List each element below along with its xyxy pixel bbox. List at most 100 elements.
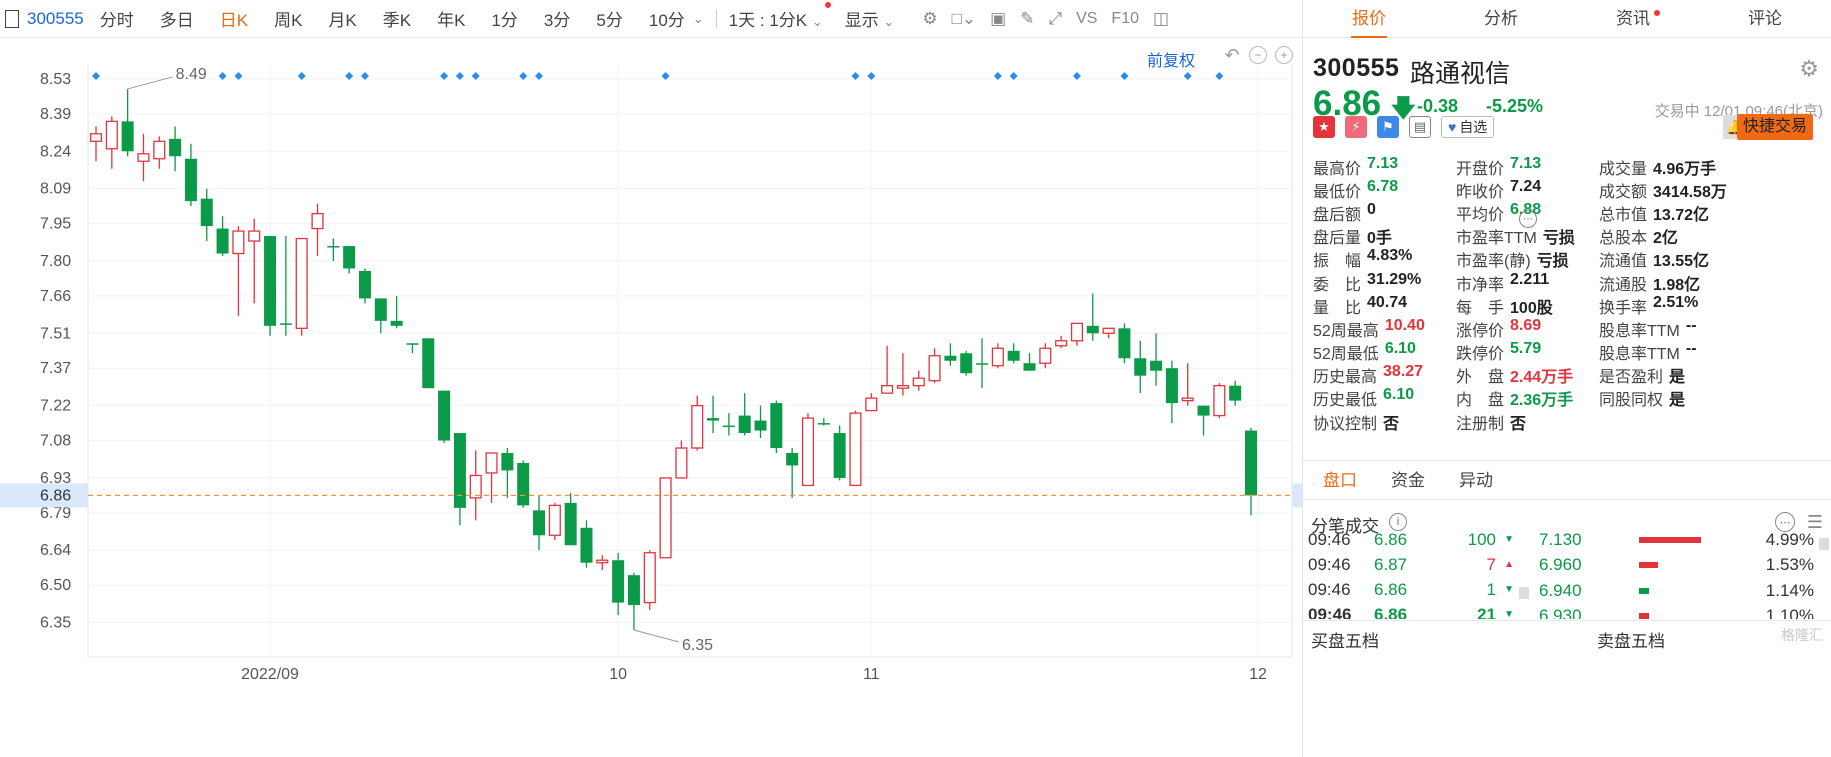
chevron-down-icon[interactable]: ⌄ [692,10,704,26]
candle-body [754,420,767,431]
stats-row: 最低价 6.78 昨收价 7.24 成交额 3414.58万 [1313,178,1828,201]
stat-cell: 最高价 7.13 [1313,155,1456,179]
lightning-icon[interactable]: ⚡ [1345,116,1367,138]
note-icon[interactable]: ▤ [1409,116,1431,138]
pen-icon[interactable]: ✎ [1020,8,1035,28]
stat-value: 5.79 [1510,340,1542,358]
stat-cell: 涨停价 8.69 [1456,317,1599,341]
gear-icon[interactable]: ⚙ [922,8,938,28]
notification-dot [1654,10,1660,16]
more-icon[interactable]: ⋯ [1519,210,1537,228]
tick-row: 09:46 6.86 100 ▼ [1308,527,1523,552]
sidebar-icon[interactable]: ◫ [1153,8,1170,28]
period-tab-1分[interactable]: 1分 [491,11,518,30]
tab-quote[interactable]: 报价 [1303,0,1435,38]
candle-body [153,140,166,160]
candle-body [390,320,403,326]
candle-body [596,559,609,564]
y-tick-label-left: 7.22 [40,398,71,415]
f10-icon[interactable]: F10 [1111,9,1139,27]
tab-news[interactable]: 资讯 [1567,0,1699,37]
candle-body [817,423,830,425]
stat-cell: 流通股 1.98亿 [1599,271,1742,295]
price-dist-row: 7.130 4.99% [1539,527,1814,553]
tab-movement[interactable]: 异动 [1459,471,1493,490]
candle-body [358,270,371,299]
stat-value: 4.83% [1367,247,1413,265]
stat-value: 2亿 [1653,230,1678,248]
y-tick-label-left: 7.66 [40,288,71,305]
notification-dot [824,2,831,8]
list-icon[interactable]: ☰ [1806,512,1823,532]
zoom-out-icon[interactable]: − [1249,46,1267,64]
period-tab-月K[interactable]: 月K [328,11,357,30]
layout-icon[interactable]: □⌄ [951,8,977,28]
triangle-down-icon: ▼ [1504,609,1514,619]
sub-tabs: 盘口 资金 异动 [1303,460,1831,500]
gear-icon[interactable]: ⚙ [1799,56,1819,81]
quick-trade-button[interactable]: 快捷交易 [1736,114,1813,140]
price-change: -0.38 [1417,96,1459,116]
tab-orderbook[interactable]: 盘口 [1323,471,1357,490]
event-diamond-icon [851,72,860,80]
stat-cell: 股息率TTM -- [1599,317,1742,341]
event-diamond-icon [471,72,480,80]
chevron-down-icon: ⌄ [811,14,823,29]
compare-icon[interactable]: VS [1076,9,1098,27]
camera-icon[interactable]: ▣ [990,8,1007,28]
stat-value: 10.40 [1384,316,1425,334]
kline-chart-area[interactable]: 前复权 ↶ − + 8.538.538.398.398.248.248.098.… [0,38,1338,757]
stat-value: 7.24 [1510,177,1542,195]
stat-value: 4.96万手 [1653,160,1717,178]
stats-row: 盘后额 0 平均价 6.88 总市值 13.72亿 [1313,201,1828,224]
combo-period-dropdown[interactable]: 1天 : 1分K ⌄ [729,2,831,31]
panel-toggle-icon[interactable] [5,9,19,28]
period-tab-周K[interactable]: 周K [274,11,303,30]
period-tab-多日[interactable]: 多日 [159,11,194,30]
tab-news-label: 资讯 [1616,9,1650,28]
stats-row: 委 比 31.29% 市净率 2.211 流通股 1.98亿 [1313,271,1828,294]
period-tab-季K[interactable]: 季K [382,11,412,30]
event-diamond-icon [867,72,876,80]
stat-value: 3414.58万 [1653,183,1727,201]
candle-body [627,575,640,606]
stats-row: 最高价 7.13 开盘价 7.13 成交量 4.96万手 [1313,155,1828,178]
stock-code-label[interactable]: 300555 [27,8,84,28]
candle-body [944,355,957,361]
period-tab-3分[interactable]: 3分 [543,11,571,30]
dist-bar [1639,587,1739,594]
stat-cell: 股息率TTM -- [1599,340,1742,364]
period-tab-日K[interactable]: 日K [219,11,249,30]
tab-comments[interactable]: 评论 [1699,0,1831,37]
candle-body [311,212,324,230]
fullscreen-icon[interactable]: ⤢ [1048,8,1063,28]
adjust-mode-button[interactable]: 前复权 [1147,53,1196,70]
stat-label: 52周最高 [1313,322,1379,340]
event-diamond-icon [519,72,528,80]
info-icon[interactable]: i [1389,513,1407,531]
tab-capital[interactable]: 资金 [1391,471,1425,490]
stat-label: 历史最高 [1313,369,1378,387]
y-tick-label-left: 6.93 [40,470,71,487]
stats-row: 52周最低 6.10 跌停价 5.79 股息率TTM -- [1313,340,1828,364]
add-watchlist-button[interactable]: ♥ 自选 [1441,116,1495,138]
display-dropdown[interactable]: 显示 ⌄ [845,6,895,31]
price-label-bg-right [1292,483,1302,508]
period-tab-分时[interactable]: 分时 [99,11,134,30]
candle-body [833,433,846,478]
stat-label: 市盈率(静) [1456,253,1531,271]
tab-analysis[interactable]: 分析 [1435,0,1567,37]
stat-label: 最低价 [1313,183,1362,201]
undo-icon[interactable]: ↶ [1224,44,1240,65]
stat-cell: 内 盘 2.36万手 [1456,386,1599,410]
zoom-in-icon[interactable]: + [1275,46,1293,64]
stat-value: 7.13 [1510,154,1542,172]
stat-cell: 历史最低 6.10 [1313,386,1456,410]
tag-icon[interactable]: ⚑ [1377,116,1399,138]
period-tab-年K[interactable]: 年K [437,11,466,30]
period-tab-10分[interactable]: 10分 [648,11,685,30]
stat-value: 是 [1669,369,1686,387]
period-tab-5分[interactable]: 5分 [596,11,623,30]
more-icon[interactable]: ⋯ [1775,512,1795,532]
